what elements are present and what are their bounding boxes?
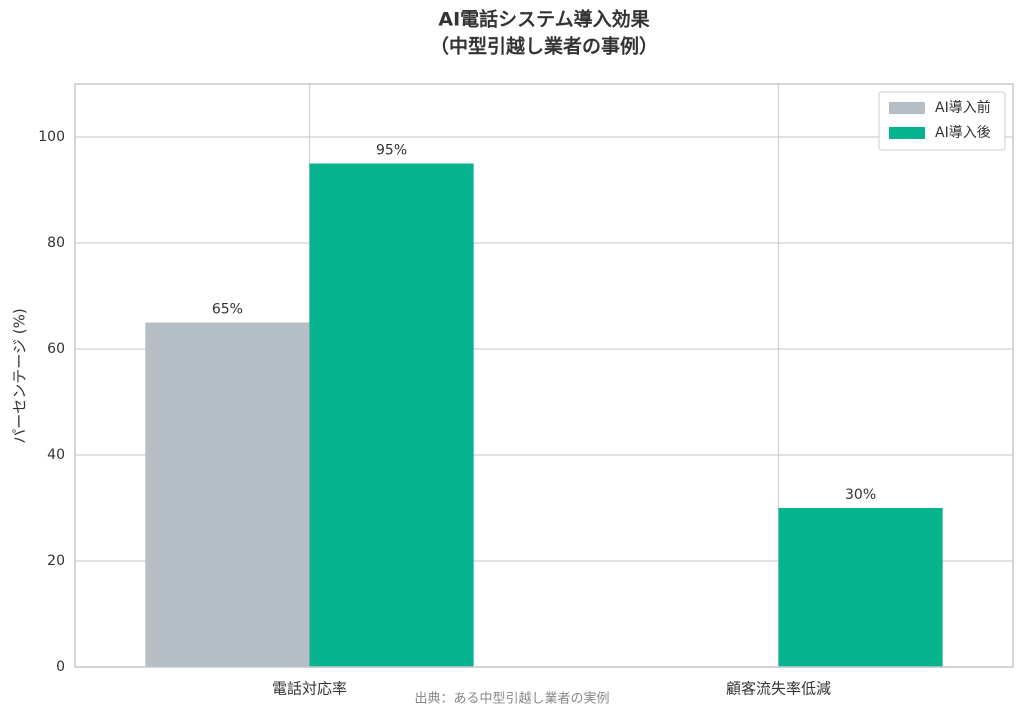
- bar: [145, 322, 310, 667]
- legend-label: AI導入前: [935, 99, 991, 116]
- source-note: 出典：ある中型引越し業者の実例: [414, 691, 609, 707]
- y-tick-label: 100: [38, 129, 65, 145]
- y-tick-label: 60: [47, 341, 65, 357]
- y-tick-label: 0: [56, 659, 65, 675]
- x-tick-label: 電話対応率: [272, 680, 347, 698]
- value-label: 30%: [845, 487, 876, 503]
- y-axis-label: パーセンテージ (%): [11, 308, 29, 443]
- plot-frame: [74, 83, 1014, 668]
- y-tick-label: 20: [47, 553, 65, 569]
- legend-swatch: [889, 127, 925, 139]
- y-tick-label: 40: [47, 447, 65, 463]
- legend-swatch: [889, 102, 925, 114]
- chart-title: AI電話システム導入効果: [438, 8, 649, 31]
- x-tick-label: 顧客流失率低減: [726, 680, 831, 698]
- bar: [778, 508, 943, 667]
- value-label: 65%: [212, 302, 243, 318]
- chart-subtitle: （中型引越し業者の事例）: [430, 35, 658, 58]
- value-label: 95%: [376, 143, 407, 159]
- y-tick-label: 80: [47, 235, 65, 251]
- bar: [309, 163, 474, 667]
- legend-label: AI導入後: [935, 125, 991, 141]
